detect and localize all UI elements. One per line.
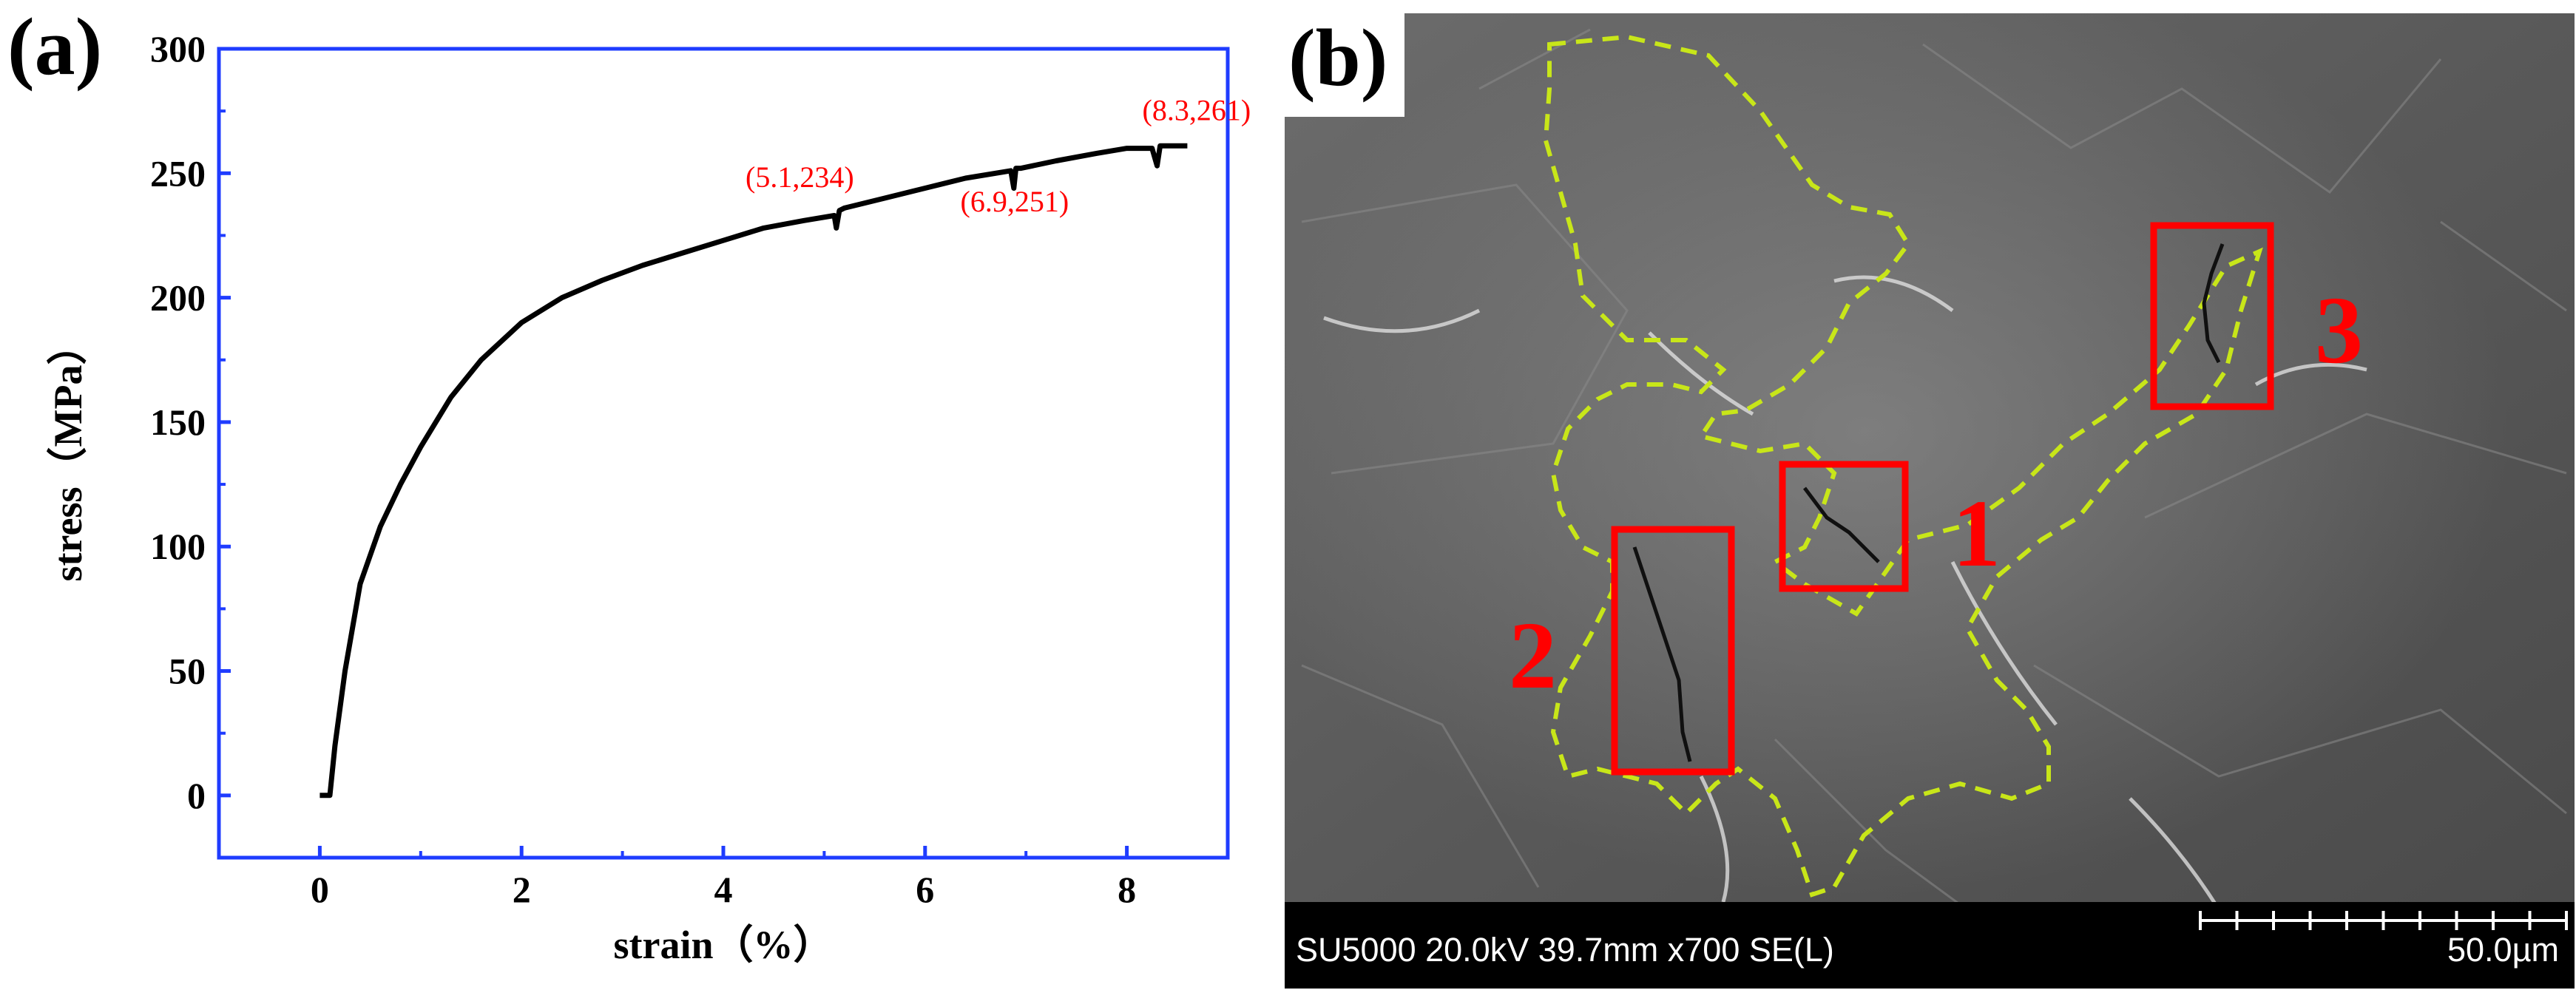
sem-scale-text: 50.0µm [2447,931,2559,969]
y-axis-ticks: 0 50 100 150 200 250 300 [150,28,231,816]
plot-frame [217,47,1230,860]
y-tick-label: 250 [150,152,206,194]
x-tick-label: 2 [513,869,531,910]
region-label-2: 2 [1509,603,1557,709]
x-tick-label: 4 [714,869,733,910]
annotation-layer: (5.1,234) (6.9,251) (8.3,261) [746,93,1251,218]
annotation-label: (6.9,251) [961,185,1069,218]
panel-b-label-box [1285,13,1404,117]
annotation-label: (8.3,261) [1143,93,1251,126]
y-axis-title: stress（MPa） [46,325,90,582]
crack-lines [1632,243,2225,762]
y-tick-label: 300 [150,28,206,69]
sem-info-text: SU5000 20.0kV 39.7mm x700 SE(L) [1296,931,1834,969]
x-axis-title: strain（%） [614,923,834,967]
region-label-1: 1 [1953,481,2001,587]
annotation-label: (5.1,234) [746,160,854,194]
stress-strain-chart: (a) 0 50 100 150 200 250 300 0 2 4 6 8 (5.1,234) (6… [7,1,1251,967]
region-label-3: 3 [2315,277,2363,384]
x-tick-label: 6 [916,869,934,910]
sem-image-glow [1285,13,2575,942]
y-tick-label: 50 [169,651,206,692]
region-box-3 [2150,222,2274,410]
sem-scale-bar [2199,911,2568,930]
x-tick-label: 0 [311,869,329,910]
panel-b-label: (b) [1288,13,1387,103]
y-tick-label: 200 [150,277,206,319]
series-line [320,143,1188,799]
sem-micrograph-panel: 1 2 3 (b) SU5000 20.0kV 39.7mm x700 SE(L… [1285,13,2575,989]
region-box-1 [1779,461,1909,592]
grain-outline-dashed [1543,34,2263,898]
panel-a-label: (a) [7,1,102,92]
sem-info-bar [1285,902,2575,989]
series-layer [320,143,1188,799]
y-tick-label: 150 [150,401,206,443]
y-tick-label: 0 [187,775,206,816]
x-axis-ticks: 0 2 4 6 8 [217,846,1229,910]
y-tick-label: 100 [150,526,206,567]
region-box-2 [1611,526,1735,776]
x-tick-label: 8 [1118,869,1136,910]
